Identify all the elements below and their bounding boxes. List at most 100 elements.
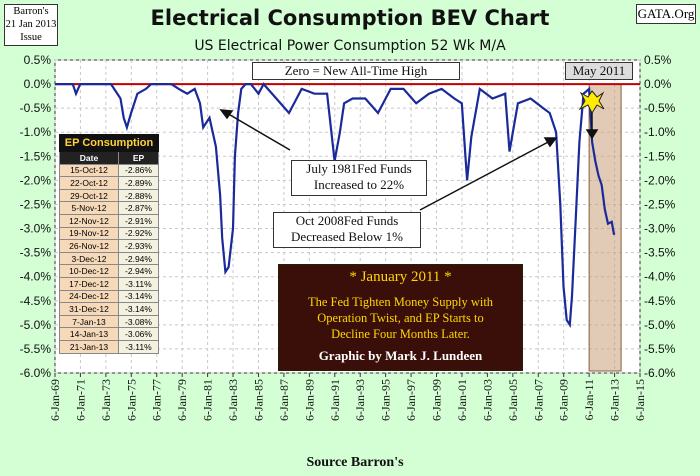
table-row: 29-Oct-12 -2.88% — [59, 188, 159, 203]
y-tick-label-left: -4.5% — [20, 294, 52, 308]
ep-series-line — [55, 82, 616, 329]
table-row: 22-Oct-12 -2.89% — [59, 176, 159, 190]
row-ep-value: -2.91% — [118, 213, 159, 228]
x-tick-label: 6-Jan-93 — [353, 379, 367, 421]
july-1981-line-2: Increased to 22% — [313, 177, 405, 192]
y-tick-label-left: -5.5% — [20, 342, 52, 356]
y-tick-label-right: 0.5% — [644, 53, 672, 67]
y-tick-label-left: 0.5% — [24, 53, 52, 67]
january-2011-note: * January 2011 * The Fed Tighten Money S… — [278, 264, 523, 371]
issue-line-3: Issue — [20, 32, 42, 43]
row-ep-value: -3.14% — [118, 302, 159, 316]
y-tick-label-right: -4.0% — [644, 270, 676, 284]
row-ep-value: -3.06% — [118, 327, 159, 341]
table-row: 7-Jan-13 -3.08% — [59, 314, 159, 329]
y-tick-label-left: -1.5% — [20, 149, 52, 163]
row-date: 26-Nov-12 — [59, 239, 119, 253]
row-ep-value: -3.14% — [118, 289, 159, 304]
row-ep-value: -3.11% — [118, 276, 159, 291]
x-axis-label: Source Barron's — [306, 455, 404, 470]
x-tick-label: 6-Jan-99 — [430, 379, 444, 421]
table-caption: EP Consumption — [59, 134, 159, 152]
y-axis-left: 0.5% 0.0% -0.5% -1.0% -1.5% -2.0% -2.5% -3.0% -3… — [20, 53, 52, 380]
issue-line-2: 21 Jan 2013 — [5, 19, 57, 30]
row-ep-value: -2.92% — [118, 226, 159, 241]
table-row: 31-Dec-12 -3.14% — [59, 302, 159, 316]
may-2011-marker — [578, 90, 605, 115]
may-2011-label: May 2011 — [565, 62, 633, 80]
row-date: 24-Dec-12 — [59, 289, 119, 304]
row-date: 10-Dec-12 — [59, 264, 119, 278]
row-ep-value: -2.94% — [118, 264, 159, 278]
row-date: 21-Jan-13 — [59, 339, 119, 354]
note-line-3: Decline Four Months Later. — [331, 327, 470, 341]
row-date: 31-Dec-12 — [59, 302, 119, 316]
row-date: 12-Nov-12 — [59, 213, 119, 228]
x-tick-label: 6-Jan-73 — [99, 379, 113, 421]
table-row: 17-Dec-12 -3.11% — [59, 276, 159, 291]
table-row: 19-Nov-12 -2.92% — [59, 226, 159, 241]
note-heading: * January 2011 * — [349, 269, 452, 285]
row-date: 15-Oct-12 — [59, 163, 119, 178]
x-tick-label: 6-Jan-05 — [506, 379, 520, 421]
x-tick-label: 6-Jan-13 — [608, 379, 622, 421]
table-row: 5-Nov-12 -2.87% — [59, 201, 159, 215]
table-body: 15-Oct-12 -2.86% 22-Oct-12 -2.89% 29-Oct-12-… — [59, 163, 159, 354]
table-row: 10-Dec-12 -2.94% — [59, 264, 159, 278]
y-tick-label-left: -2.0% — [20, 173, 52, 187]
issue-box: Barron's 21 Jan 2013 Issue — [4, 4, 58, 46]
y-tick-label-right: -0.5% — [644, 101, 676, 115]
annotation-arrows — [219, 103, 599, 211]
table-row: 24-Dec-12 -3.14% — [59, 289, 159, 304]
y-tick-label-right: -2.5% — [644, 197, 676, 211]
oct-2008-line-2: Decreased Below 1% — [291, 229, 403, 244]
table-row: 3-Dec-12 -2.94% — [59, 251, 159, 266]
y-tick-label-left: -4.0% — [20, 270, 52, 284]
row-ep-value: -3.08% — [118, 314, 159, 329]
zero-label: Zero = New All-Time High — [252, 62, 460, 80]
x-tick-label: 6-Jan-89 — [302, 379, 316, 421]
y-tick-label-right: -4.5% — [644, 294, 676, 308]
x-tick-label: 6-Jan-03 — [480, 379, 494, 421]
table-row: 15-Oct-12 -2.86% — [59, 163, 159, 178]
table-row: 21-Jan-13 -3.11% — [59, 339, 159, 354]
issue-line-1: Barron's — [13, 6, 49, 17]
x-tick-label: 6-Jan-77 — [150, 379, 164, 421]
row-date: 3-Dec-12 — [59, 251, 119, 266]
col-header-date: Date — [59, 151, 119, 165]
y-tick-label-right: -1.0% — [644, 125, 676, 139]
note-credit: Graphic by Mark J. Lundeen — [318, 348, 483, 363]
row-date: 29-Oct-12 — [59, 188, 119, 203]
x-axis: 6-Jan-69 6-Jan-71 6-Jan-73 6-Jan-75 6-Jan-77… — [48, 379, 647, 421]
y-tick-label-right: -5.5% — [644, 342, 676, 356]
y-tick-label-right: -3.5% — [644, 246, 676, 260]
row-date: 5-Nov-12 — [59, 201, 119, 215]
x-tick-label: 6-Jan-79 — [175, 379, 189, 421]
row-date: 17-Dec-12 — [59, 276, 119, 291]
y-tick-label-left: -1.0% — [20, 125, 52, 139]
y-axis-right: 0.5% 0.0% -0.5% -1.0% -1.5% -2.0% -2.5% -3.0% -3… — [644, 53, 676, 380]
oct-2008-note: Oct 2008Fed Funds Decreased Below 1% — [273, 212, 421, 248]
x-tick-label: 6-Jan-85 — [251, 379, 265, 421]
row-ep-value: -2.94% — [118, 251, 159, 266]
x-tick-label: 6-Jan-83 — [226, 379, 240, 421]
source-badge: GATA.Org — [636, 4, 696, 24]
row-date: 19-Nov-12 — [59, 226, 119, 241]
y-tick-label-left: -2.5% — [20, 197, 52, 211]
col-header-ep: EP — [118, 151, 159, 165]
row-ep-value: -2.89% — [118, 176, 159, 190]
y-tick-label-right: -2.0% — [644, 173, 676, 187]
y-tick-label-right: -6.0% — [644, 366, 676, 380]
x-tick-label: 6-Jan-01 — [455, 379, 469, 421]
x-tick-label: 6-Jan-95 — [379, 379, 393, 421]
y-tick-label-right: 0.0% — [644, 77, 672, 91]
chart-subtitle: US Electrical Power Consumption 52 Wk M/… — [194, 38, 506, 54]
x-tick-label: 6-Jan-91 — [328, 379, 342, 421]
y-tick-label-left: -3.0% — [20, 222, 52, 236]
ep-consumption-table: EP Consumption Date EP 15-Oct-12 -2.86% 22… — [59, 134, 159, 354]
x-tick-label: 6-Jan-75 — [124, 379, 138, 421]
row-ep-value: -2.86% — [118, 163, 159, 178]
table-row: 26-Nov-12 -2.93% — [59, 239, 159, 253]
row-date: 22-Oct-12 — [59, 176, 119, 190]
row-ep-value: -3.11% — [118, 339, 159, 354]
